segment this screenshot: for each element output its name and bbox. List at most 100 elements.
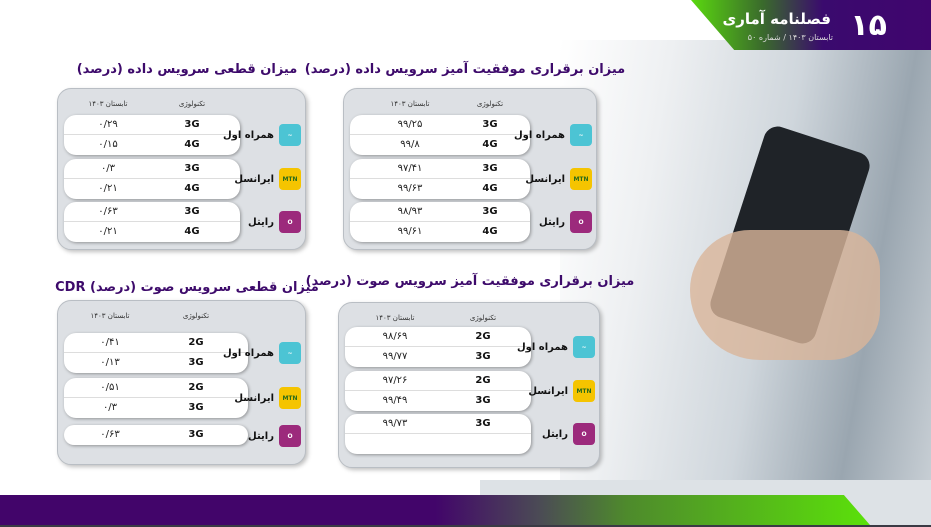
technology-cell: 3G [482,206,498,217]
value-cell: ۰/۵۱ [100,382,120,393]
hand-image [690,230,880,360]
hamrah-aval-logo-icon: ~ [279,124,301,146]
operator-label: O رایتل [542,423,595,445]
irancell-logo-icon: MTN [279,387,301,409]
table-row: ۰/۲۹ 3G [64,115,240,135]
operator-row-group: ۹۸/۹۳ 3G ۹۹/۶۱ 4G [350,202,530,242]
table-row: ۰/۳ 3G [64,398,248,418]
technology-cell: 4G [482,226,498,237]
operator-label: O رایتل [248,425,301,447]
value-cell: ۰/۳ [100,163,116,174]
column-header-technology: تکنولوژی [476,100,504,108]
operator-label: MTN ایرانسل [528,380,595,402]
table-row: ۹۹/۸ 4G [350,135,530,155]
value-cell: ۹۸/۹۳ [397,206,423,217]
hamrah-aval-logo-icon: ~ [279,342,301,364]
table-row: ۹۸/۹۳ 3G [350,202,530,222]
value-cell: ۹۹/۸ [400,139,420,150]
operator-name: همراه اول [223,129,274,141]
value-cell: ۹۹/۶۱ [397,226,423,237]
stats-panel: تابستان ۱۴۰۳ تکنولوژی ۹۸/۶۹ 2G ۹۹/۷۷ 3G ~ همراه… [338,302,600,468]
value-cell: ۰/۶۳ [100,429,120,440]
panel-title: میزان قطعی سرویس صوت (درصد) CDR [55,280,319,295]
table-row: ۹۹/۲۵ 3G [350,115,530,135]
operator-row-group: ۰/۶۳ 3G [64,425,248,445]
column-header-period: تابستان ۱۴۰۳ [375,314,415,322]
operator-name: همراه اول [517,341,568,353]
column-header-technology: تکنولوژی [182,312,210,320]
operator-label: MTN ایرانسل [234,168,301,190]
value-cell: ۰/۲۱ [98,226,118,237]
operator-name: همراه اول [223,347,274,359]
technology-cell: 4G [482,139,498,150]
table-row: ۹۸/۶۹ 2G [345,327,531,347]
technology-cell: 3G [184,163,200,174]
technology-cell: 2G [188,337,204,348]
value-cell: ۰/۱۵ [98,139,118,150]
table-row: ۰/۱۵ 4G [64,135,240,155]
table-row [345,434,531,454]
operator-name: ایرانسل [525,173,565,185]
header-bar [691,0,931,50]
panel-title: میزان قطعی سرویس داده (درصد) [76,62,298,77]
value-cell: ۰/۱۳ [100,357,120,368]
column-header-technology: تکنولوژی [178,100,206,108]
operator-name: ایرانسل [528,385,568,397]
operator-row-group: ۰/۳ 3G ۰/۲۱ 4G [64,159,240,199]
technology-cell: 2G [188,382,204,393]
table-row: ۹۹/۷۷ 3G [345,347,531,367]
technology-cell: 3G [482,119,498,130]
table-row: ۰/۲۱ 4G [64,179,240,199]
hamrah-aval-logo-icon: ~ [570,124,592,146]
column-header-technology: تکنولوژی [469,314,497,322]
technology-cell: 3G [475,395,491,406]
column-header-period: تابستان ۱۴۰۳ [90,312,130,320]
operator-name: ایرانسل [234,392,274,404]
value-cell: ۰/۲۱ [98,183,118,194]
operator-row-group: ۹۷/۴۱ 3G ۹۹/۶۳ 4G [350,159,530,199]
operator-name: ایرانسل [234,173,274,185]
table-row: ۰/۵۱ 2G [64,378,248,398]
stats-panel: تابستان ۱۴۰۳ تکنولوژی ۰/۴۱ 2G ۰/۱۳ 3G ~ همراه ا… [57,300,306,465]
hamrah-aval-logo-icon: ~ [573,336,595,358]
table-row: ۰/۶۳ 3G [64,425,248,445]
irancell-logo-icon: MTN [573,380,595,402]
value-cell: ۹۷/۴۱ [397,163,423,174]
irancell-logo-icon: MTN [570,168,592,190]
operator-name: رایتل [539,216,565,228]
operator-row-group: ۰/۶۳ 3G ۰/۲۱ 4G [64,202,240,242]
table-row: ۹۹/۴۹ 3G [345,391,531,411]
value-cell: ۹۹/۷۷ [382,351,408,362]
table-row: ۰/۳ 3G [64,159,240,179]
technology-cell: 4G [184,226,200,237]
column-header-period: تابستان ۱۴۰۳ [390,100,430,108]
operator-row-group: ۹۹/۲۵ 3G ۹۹/۸ 4G [350,115,530,155]
technology-cell: 3G [475,351,491,362]
stats-panel: تابستان ۱۴۰۳ تکنولوژی ۹۹/۲۵ 3G ۹۹/۸ 4G ~ همراه … [343,88,597,250]
technology-cell: 3G [188,429,204,440]
operator-name: رایتل [248,430,274,442]
operator-label: ~ همراه اول [517,336,595,358]
operator-label: O رایتل [248,211,301,233]
value-cell: ۹۹/۴۹ [382,395,408,406]
value-cell: ۹۹/۲۵ [397,119,423,130]
issue-number: ۱۵ [850,8,887,43]
operator-name: رایتل [542,428,568,440]
technology-cell: 2G [475,375,491,386]
operator-label: O رایتل [539,211,592,233]
technology-cell: 3G [184,119,200,130]
table-row: ۹۹/۷۳ 3G [345,414,531,434]
value-cell: ۹۸/۶۹ [382,331,408,342]
rightel-logo-icon: O [573,423,595,445]
operator-row-group: ۰/۲۹ 3G ۰/۱۵ 4G [64,115,240,155]
panel-title: میزان برقراری موفقیت آمیز سرویس صوت (درص… [305,274,635,289]
magazine-subtitle: تابستان ۱۴۰۳ / شماره ۵۰ [747,33,833,42]
table-row: ۹۷/۲۶ 2G [345,371,531,391]
value-cell: ۰/۲۹ [98,119,118,130]
operator-row-group: ۹۷/۲۶ 2G ۹۹/۴۹ 3G [345,371,531,411]
table-row: ۰/۴۱ 2G [64,333,248,353]
technology-cell: 3G [188,402,204,413]
irancell-logo-icon: MTN [279,168,301,190]
value-cell: ۹۹/۶۳ [397,183,423,194]
operator-row-group: ۰/۴۱ 2G ۰/۱۳ 3G [64,333,248,373]
